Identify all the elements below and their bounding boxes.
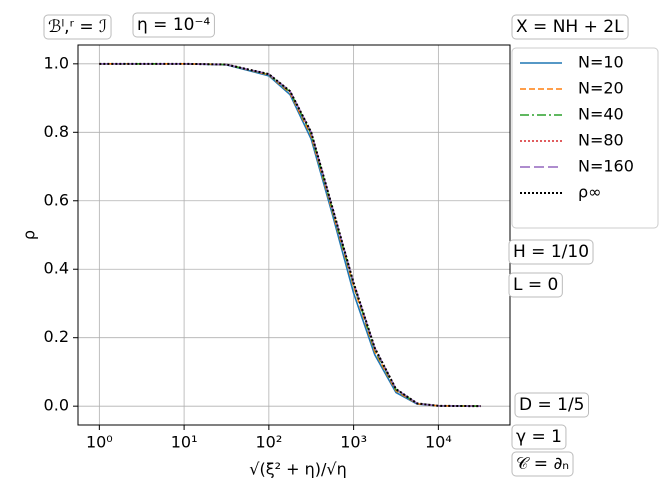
x-tick-label: 10¹: [171, 433, 198, 452]
annotation: X = NH + 2L: [511, 14, 629, 40]
annotation-box: [511, 451, 574, 477]
y-tick-label: 0.2: [44, 327, 69, 346]
y-tick-label: 0.4: [44, 259, 69, 278]
annotation-text: L = 0: [513, 275, 558, 295]
y-axis-label: ρ: [20, 230, 39, 240]
annotation: L = 0: [508, 272, 563, 298]
series-line: [99, 63, 481, 407]
x-tick-label: 10²: [255, 433, 282, 452]
legend-label: N=10: [578, 53, 624, 72]
x-tick-label: 10⁴: [425, 433, 452, 452]
annotation: ℬˡ,ʳ = ℐ: [43, 14, 112, 40]
series-line: [99, 63, 481, 407]
plot-frame: [77, 44, 511, 426]
annotation: η = 10⁻⁴: [132, 12, 215, 38]
annotation-text: X = NH + 2L: [516, 17, 624, 37]
series-line: [99, 62, 481, 408]
annotation-text: 𝒞 = ∂ₙ: [516, 454, 569, 474]
y-tick-label: 0.6: [44, 190, 69, 209]
legend-label: N=160: [578, 157, 634, 176]
legend-label: ρ∞: [578, 183, 601, 202]
legend-label: N=80: [578, 131, 624, 150]
annotation: 𝒞 = ∂ₙ: [511, 451, 574, 477]
x-tick-label: 10³: [340, 433, 367, 452]
annotation-text: γ = 1: [516, 427, 562, 447]
annotation: D = 1/5: [514, 392, 590, 418]
annotation: H = 1/10: [508, 239, 594, 265]
legend-label: N=40: [578, 105, 624, 124]
annotation-text: H = 1/10: [513, 242, 589, 262]
annotation-box: [43, 14, 112, 40]
annotation-box: [132, 12, 215, 38]
legend-label: N=20: [578, 79, 624, 98]
annotation: γ = 1: [511, 424, 567, 450]
x-tick-label: 10⁰: [86, 433, 113, 452]
y-tick-label: 1.0: [44, 53, 69, 72]
annotation-box: [508, 272, 563, 298]
series-line: [99, 63, 481, 407]
series-line: [99, 63, 481, 407]
annotation-text: η = 10⁻⁴: [137, 15, 210, 35]
legend-box: [511, 47, 659, 229]
annotation-box: [511, 424, 567, 450]
annotation-box: [511, 14, 629, 40]
annotation-text: ℬˡ,ʳ = ℐ: [48, 17, 107, 37]
annotation-box: [508, 239, 594, 265]
x-axis-label: √(ξ² + η)/√η: [249, 460, 346, 479]
annotation-box: [514, 392, 590, 418]
y-tick-label: 0.8: [44, 122, 69, 141]
y-tick-label: 0.0: [44, 396, 69, 415]
annotation-text: D = 1/5: [519, 395, 585, 415]
series-line: [99, 63, 481, 407]
